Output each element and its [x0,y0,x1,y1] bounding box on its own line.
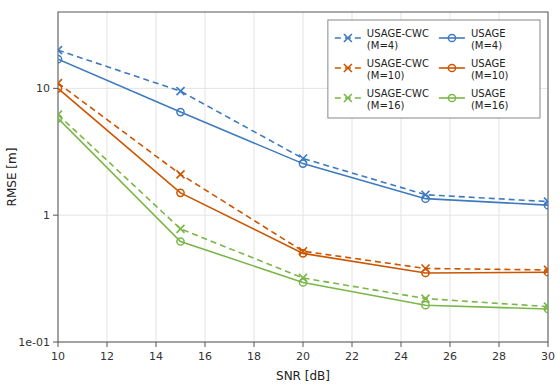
point-marker [544,269,548,276]
y-tick [53,342,58,343]
point-marker [177,189,184,196]
point-marker [422,302,429,309]
point-marker [177,225,185,233]
legend-label-line: (M=4) [367,40,398,51]
x-tick-label: 24 [394,350,408,363]
x-tick [303,342,304,347]
legend-handle-line [439,67,465,69]
legend-label: USAGE-CWC(M=16) [367,88,429,111]
legend-label-line: (M=4) [471,40,502,51]
legend-label: USAGE(M=10) [471,58,509,81]
x-tick-label: 18 [247,350,261,363]
x-tick [548,342,549,347]
axes: 10 12 14 16 18 20 22 24 26 28 30 1e-01 1 10 [18,12,555,363]
x-tick-label: 16 [198,350,212,363]
point-marker [177,87,185,95]
x-grid-line [303,12,304,342]
plot-frame [58,12,548,342]
y-tick [53,215,58,216]
legend-label-line: (M=10) [367,70,405,81]
legend-label-line: (M=10) [471,70,509,81]
x-tick-label: 28 [492,350,506,363]
y-tick-label: 1e-01 [18,336,50,349]
chart: 10 12 14 16 18 20 22 24 26 28 30 1e-01 1 10 SNR [dB] RM… [0,0,560,388]
legend-label-line: (M=16) [471,100,509,111]
x-tick-label: 20 [296,350,310,363]
x-tick-label: 14 [149,350,163,363]
x-tick [401,342,402,347]
legend: USAGE-CWC(M=4)USAGE(M=4)USAGE-CWC(M=10)U… [328,20,540,118]
x-tick-label: 26 [443,350,457,363]
x-grid-line [254,12,255,342]
x-tick [450,342,451,347]
series [58,56,548,209]
x-tick [107,342,108,347]
x-grid-line [156,12,157,342]
legend-handle-marker [448,34,455,41]
x-grid-line [205,12,206,342]
legend-label: USAGE(M=4) [471,28,506,51]
plot-background [58,12,548,342]
x-tick [352,342,353,347]
legend-label: USAGE-CWC(M=10) [367,58,429,81]
legend-label-line: USAGE-CWC [367,28,429,39]
x-tick [156,342,157,347]
x-tick-label: 22 [345,350,359,363]
x-tick [205,342,206,347]
grid [58,12,548,342]
point-marker [422,269,429,276]
legend-label-line: (M=16) [367,100,405,111]
y-tick-label: 1 [43,209,50,222]
point-marker [299,279,306,286]
point-marker [422,195,429,202]
legend-handle-line [439,37,465,39]
point-marker [177,238,184,245]
x-tick [499,342,500,347]
x-tick-label: 12 [100,350,114,363]
x-tick [58,342,59,347]
point-marker [544,202,548,209]
y-grid-line [58,215,548,216]
legend-label: USAGE(M=16) [471,88,509,111]
x-tick-label: 10 [51,350,65,363]
series-line [58,115,548,307]
legend-handle-marker [344,64,352,72]
legend-handle-line [439,97,465,99]
x-tick [254,342,255,347]
series [58,79,548,274]
point-marker [58,46,62,54]
point-marker [58,85,62,92]
series [58,115,548,313]
legend-label-line: USAGE [471,58,506,69]
x-grid-line [107,12,108,342]
legend-box [328,20,540,118]
legend-handle-marker [448,64,455,71]
point-marker [544,305,548,312]
legend-label: USAGE-CWC(M=4) [367,28,429,51]
legend-label-line: USAGE-CWC [367,58,429,69]
x-tick-label: 30 [541,350,555,363]
x-axis-label: SNR [dB] [276,369,330,383]
series-line [58,50,548,201]
point-marker [58,56,62,63]
point-marker [299,160,306,167]
legend-handle-marker [344,34,352,42]
legend-label-line: USAGE-CWC [367,88,429,99]
y-tick [53,88,58,89]
y-tick-label: 10 [36,82,50,95]
series [58,111,548,311]
legend-label-line: USAGE [471,28,506,39]
point-marker [177,108,184,115]
legend-label-line: USAGE [471,88,506,99]
point-marker [299,250,306,257]
legend-handle-marker [448,94,455,101]
series-line [58,118,548,309]
legend-handle-marker [344,94,352,102]
point-marker [58,115,62,122]
series [58,46,548,205]
point-marker [177,170,185,178]
y-axis-label: RMSE [m] [5,148,19,207]
